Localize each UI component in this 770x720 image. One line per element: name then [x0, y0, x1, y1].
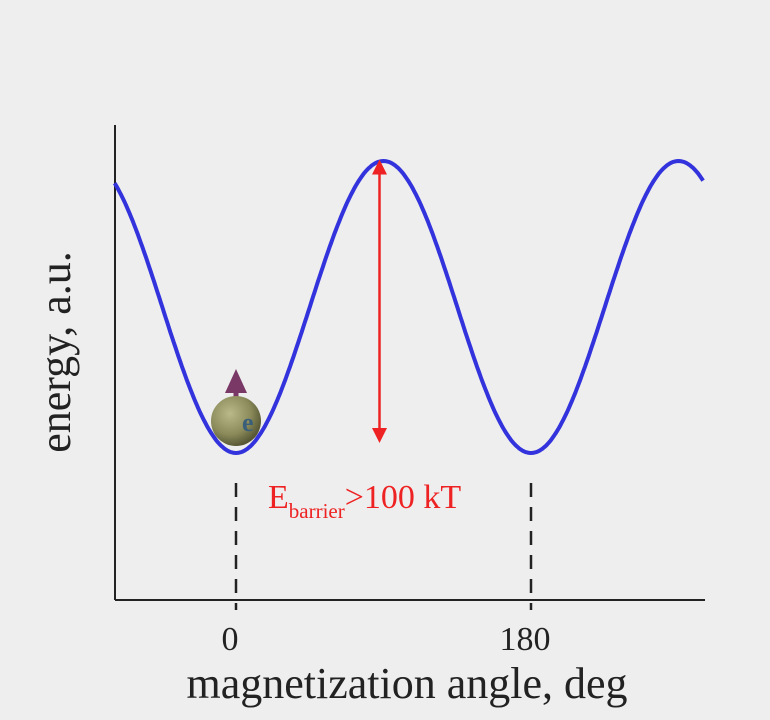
barrier-label: Ebarrier>100 kT — [268, 479, 461, 523]
electron-label: e — [242, 408, 254, 437]
x-tick-label-0: 0 — [222, 621, 239, 658]
barrier-label-main: E — [268, 479, 289, 516]
axes — [114, 125, 705, 601]
y-axis-label: energy, a.u. — [31, 251, 80, 453]
electron-sphere — [211, 396, 261, 446]
barrier-annotation: Ebarrier>100 kT — [268, 159, 461, 523]
barrier-label-subscript: barrier — [289, 499, 345, 523]
energy-curve — [112, 159, 705, 455]
x-axis-label: magnetization angle, deg — [186, 659, 627, 708]
electron-particle: e — [211, 369, 261, 446]
barrier-label-tail: >100 kT — [345, 479, 462, 516]
magnetic-moment-arrowhead — [225, 369, 247, 393]
x-tick-label-1: 180 — [500, 621, 551, 658]
